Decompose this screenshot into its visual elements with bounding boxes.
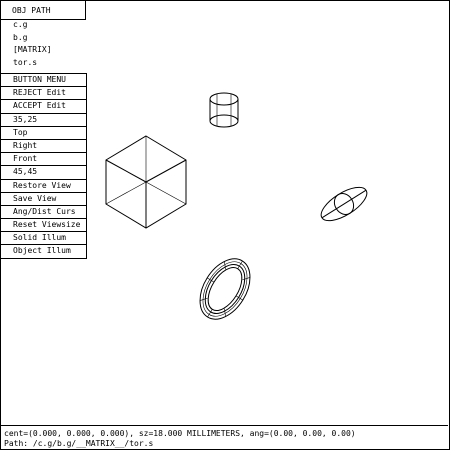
view-top-button[interactable]: Top (0, 126, 87, 140)
object-path-list: c.g b.g [MATRIX] tor.s (0, 20, 86, 70)
path-item-matrix[interactable]: [MATRIX] (13, 45, 52, 54)
view-right-button[interactable]: Right (0, 139, 87, 154)
cylinder-wireframe[interactable] (209, 92, 239, 128)
solid-illum-button[interactable]: Solid Illum (0, 232, 87, 246)
status-bar: cent=(0.000, 0.000, 0.000), sz=18.000 MI… (0, 425, 448, 449)
obj-path-title: OBJ PATH (0, 0, 86, 20)
wireframe-viewport[interactable] (0, 0, 450, 425)
path-item-c-g[interactable]: c.g (13, 20, 28, 29)
view-45-45-button[interactable]: 45,45 (0, 166, 87, 180)
save-view-button[interactable]: Save View (0, 192, 87, 206)
view-parameters-text: cent=(0.000, 0.000, 0.000), sz=18.000 MI… (4, 429, 356, 438)
path-item-b-g[interactable]: b.g (13, 32, 28, 42)
torus-wireframe[interactable] (190, 250, 261, 328)
reset-viewsize-button[interactable]: Reset Viewsize (0, 219, 87, 233)
ellipsoid-wireframe[interactable] (316, 181, 372, 227)
button-menu: BUTTON MENU REJECT Edit ACCEPT Edit 35,2… (0, 73, 87, 259)
object-illum-button[interactable]: Object Illum (0, 245, 87, 259)
button-menu-header[interactable]: BUTTON MENU (0, 74, 87, 88)
reject-edit-button[interactable]: REJECT Edit (0, 87, 87, 101)
current-path-text: Path: /c.g/b.g/__MATRIX__/tor.s (4, 439, 154, 448)
cube-wireframe[interactable] (105, 135, 187, 229)
ang-dist-curs-button[interactable]: Ang/Dist Curs (0, 205, 87, 220)
accept-edit-button[interactable]: ACCEPT Edit (0, 100, 87, 114)
restore-view-button[interactable]: Restore View (0, 179, 87, 193)
view-35-25-button[interactable]: 35,25 (0, 113, 87, 127)
path-item-tor-s[interactable]: tor.s (13, 57, 38, 67)
view-front-button[interactable]: Front (0, 153, 87, 167)
